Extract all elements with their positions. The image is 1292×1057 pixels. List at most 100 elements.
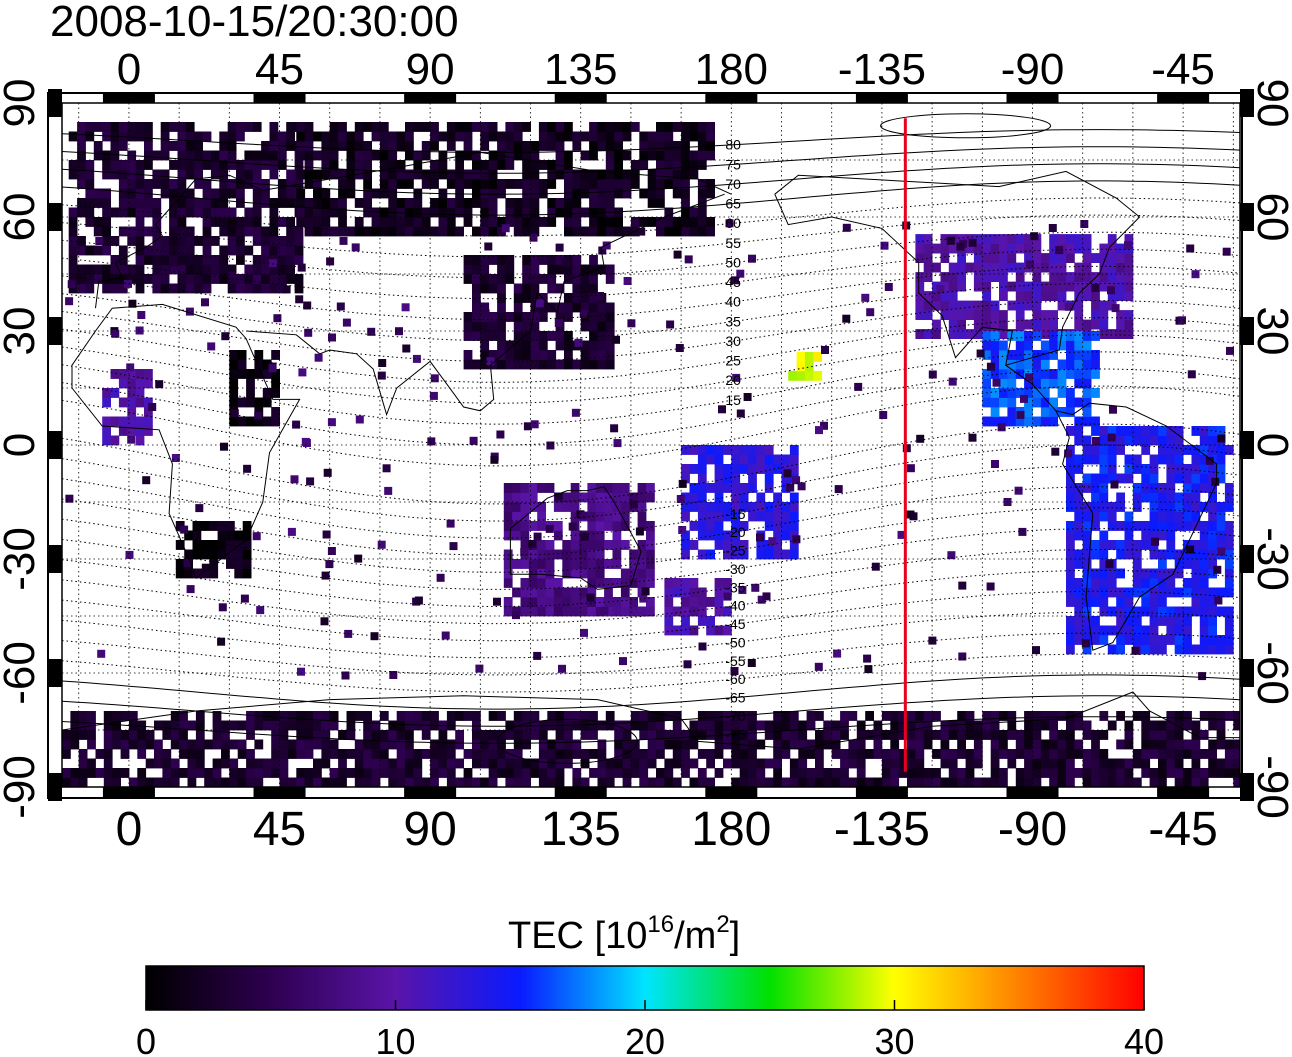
- tec-cell-siberia: [647, 188, 657, 199]
- tec-cell-antarctica: [689, 730, 699, 740]
- tec-cell-china: [572, 359, 582, 370]
- tec-cell-europe-asia: [68, 236, 78, 246]
- tec-cell-antarctica: [162, 749, 172, 759]
- tec-cell-south-america: [1116, 597, 1125, 607]
- tec-cell-pacific-east: [714, 464, 724, 474]
- tec-cell-scattered: [586, 593, 595, 602]
- tec-cell-antarctica: [630, 739, 640, 750]
- tec-cell-europe-asia: [127, 274, 137, 284]
- tec-cell-pacific-east: [731, 454, 741, 465]
- tec-cell-north-america: [1074, 243, 1084, 254]
- tec-cell-australia: [629, 606, 638, 617]
- tec-cell-pacific-east: [714, 530, 724, 541]
- tec-cell-central-america: [1040, 388, 1050, 398]
- tec-cell-europe-asia: [236, 255, 245, 265]
- tec-cell-antarctica: [597, 749, 607, 759]
- tec-cell-siberia: [689, 226, 699, 237]
- tec-cell-antarctica: [547, 711, 557, 721]
- tec-cell-west-africa: [144, 407, 153, 417]
- tec-cell-antarctica: [195, 758, 205, 769]
- frame-tick-right: [1240, 317, 1254, 345]
- tec-cell-new-zealand: [697, 616, 707, 626]
- tec-cell-north-america: [982, 272, 992, 282]
- tec-cell-north-america: [1116, 243, 1125, 254]
- tec-cell-scattered: [866, 308, 875, 317]
- tec-cell-siberia: [547, 141, 557, 151]
- tec-cell-central-america: [999, 359, 1008, 370]
- tec-cell-china: [513, 321, 523, 332]
- tec-cell-antarctica: [714, 711, 724, 721]
- tec-cell-china: [497, 283, 506, 294]
- tec-cell-antarctica: [898, 758, 908, 769]
- tec-cell-antarctica: [229, 777, 239, 787]
- tec-cell-antarctica: [1124, 720, 1134, 731]
- tec-cell-antarctica: [1066, 777, 1075, 787]
- tec-cell-scattered: [958, 652, 967, 661]
- tec-cell-europe-asia: [252, 236, 262, 246]
- tec-cell-antarctica: [614, 749, 623, 759]
- bottom-lon-label: 135: [541, 803, 621, 856]
- tec-cell-antarctica: [112, 711, 121, 721]
- tec-cell-antarctica: [823, 730, 833, 740]
- tec-cell-pacific-east: [764, 549, 774, 560]
- tec-cell-scattered: [240, 594, 249, 603]
- tec-cell-siberia: [681, 207, 690, 218]
- tec-cell-antarctica: [1216, 768, 1226, 778]
- tec-cell-central-america: [1040, 350, 1050, 360]
- tec-cell-south-america: [1224, 445, 1234, 455]
- tec-cell-europe-asia: [277, 198, 287, 208]
- tec-cell-australia: [620, 587, 630, 598]
- tec-cell-australia: [629, 597, 638, 607]
- tec-cell-southern-africa: [217, 540, 227, 550]
- tec-cell-pacific-east: [681, 445, 690, 455]
- tec-cell-australia: [604, 559, 613, 569]
- tec-cell-australia: [545, 597, 555, 607]
- tec-cell-china: [564, 359, 573, 370]
- tec-cell-europe-asia: [202, 226, 212, 237]
- tec-cell-antarctica: [915, 768, 925, 778]
- tec-cell-antarctica: [170, 730, 180, 740]
- tec-cell-central-america: [1074, 359, 1084, 370]
- tec-cell-australia: [579, 597, 588, 607]
- tec-cell-central-america: [1049, 407, 1058, 417]
- tec-cell-europe-asia: [286, 188, 295, 199]
- tec-cell-pacific-east: [723, 502, 732, 512]
- tec-cell-australia: [545, 568, 555, 579]
- tec-cell-south-america: [1099, 549, 1109, 560]
- top-lon-label: 180: [695, 45, 768, 94]
- tec-cell-south-america: [1132, 568, 1142, 579]
- tec-cell-australia: [503, 549, 513, 560]
- tec-cell-siberia: [329, 150, 339, 161]
- tec-cell-australia: [595, 492, 605, 503]
- tec-cell-australia: [503, 578, 513, 588]
- tec-cell-europe-asia: [194, 131, 203, 142]
- tec-cell-pacific-east: [697, 492, 707, 503]
- coastline-path: [95, 151, 732, 309]
- tec-cell-scattered: [968, 433, 977, 442]
- tec-cell-south-america: [1074, 502, 1084, 512]
- frame-tick-bottom: [1157, 787, 1210, 798]
- tec-cell-antarctica: [321, 777, 331, 787]
- tec-cell-siberia: [647, 169, 657, 180]
- tec-cell-south-america: [1216, 540, 1226, 550]
- tec-cell-antarctica: [430, 777, 439, 787]
- tec-cell-pacific-east: [748, 454, 757, 465]
- tec-cell-antarctica: [1216, 730, 1226, 740]
- tec-cell-south-america: [1124, 521, 1134, 531]
- tec-cell-antarctica: [1216, 739, 1226, 750]
- tec-cell-china: [497, 302, 506, 313]
- tec-cell-scattered: [155, 380, 164, 389]
- tec-cell-scattered: [351, 243, 360, 252]
- tec-cell-siberia: [622, 169, 632, 180]
- tec-cell-antarctica: [321, 758, 331, 769]
- tec-cell-antarctica: [229, 739, 239, 750]
- tec-cell-europe-asia: [252, 169, 262, 180]
- tec-cell-antarctica: [421, 711, 431, 721]
- tec-cell-pacific-east: [689, 492, 699, 503]
- tec-cell-europe-asia: [277, 150, 287, 161]
- tec-cell-antarctica: [923, 777, 933, 787]
- tec-cell-south-america: [1107, 473, 1117, 484]
- tec-cell-antarctica: [271, 758, 280, 769]
- tec-cell-australia: [620, 492, 630, 503]
- tec-cell-europe-asia: [93, 264, 103, 275]
